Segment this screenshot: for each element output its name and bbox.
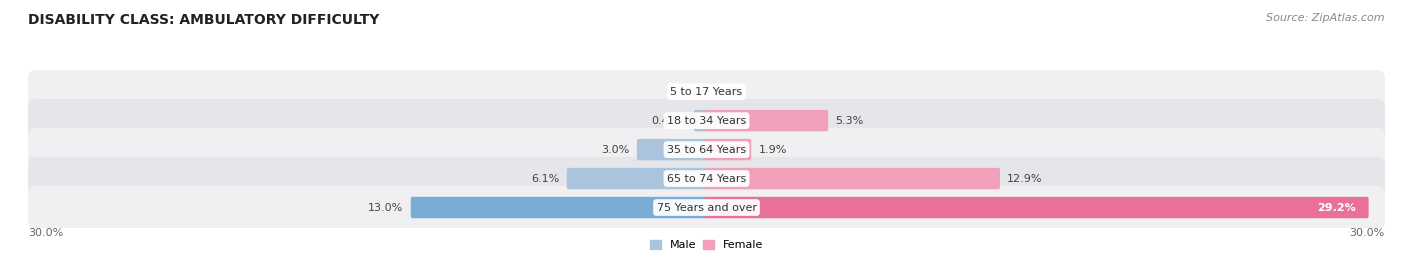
Text: 3.0%: 3.0%	[602, 145, 630, 155]
Text: 0.0%: 0.0%	[669, 87, 697, 97]
Text: 18 to 34 Years: 18 to 34 Years	[666, 116, 747, 126]
FancyBboxPatch shape	[567, 168, 709, 189]
Text: 5.3%: 5.3%	[835, 116, 863, 126]
Text: 29.2%: 29.2%	[1317, 203, 1355, 213]
Text: 6.1%: 6.1%	[531, 174, 560, 184]
FancyBboxPatch shape	[637, 139, 709, 160]
FancyBboxPatch shape	[704, 197, 1368, 218]
Text: 35 to 64 Years: 35 to 64 Years	[666, 145, 747, 155]
Text: 13.0%: 13.0%	[368, 203, 404, 213]
Text: 0.0%: 0.0%	[716, 87, 744, 97]
Text: 30.0%: 30.0%	[1350, 228, 1385, 238]
FancyBboxPatch shape	[28, 186, 1385, 229]
FancyBboxPatch shape	[28, 70, 1385, 113]
FancyBboxPatch shape	[28, 99, 1385, 142]
Legend: Male, Female: Male, Female	[645, 235, 768, 255]
Text: 1.9%: 1.9%	[758, 145, 787, 155]
FancyBboxPatch shape	[693, 110, 709, 131]
FancyBboxPatch shape	[704, 110, 828, 131]
Text: 5 to 17 Years: 5 to 17 Years	[671, 87, 742, 97]
FancyBboxPatch shape	[411, 197, 709, 218]
Text: 75 Years and over: 75 Years and over	[657, 203, 756, 213]
Text: 65 to 74 Years: 65 to 74 Years	[666, 174, 747, 184]
FancyBboxPatch shape	[28, 128, 1385, 171]
FancyBboxPatch shape	[704, 168, 1000, 189]
Text: 0.48%: 0.48%	[651, 116, 686, 126]
FancyBboxPatch shape	[28, 157, 1385, 200]
Text: 12.9%: 12.9%	[1007, 174, 1043, 184]
Text: Source: ZipAtlas.com: Source: ZipAtlas.com	[1267, 13, 1385, 23]
Text: 30.0%: 30.0%	[28, 228, 63, 238]
FancyBboxPatch shape	[704, 139, 751, 160]
Text: DISABILITY CLASS: AMBULATORY DIFFICULTY: DISABILITY CLASS: AMBULATORY DIFFICULTY	[28, 13, 380, 27]
